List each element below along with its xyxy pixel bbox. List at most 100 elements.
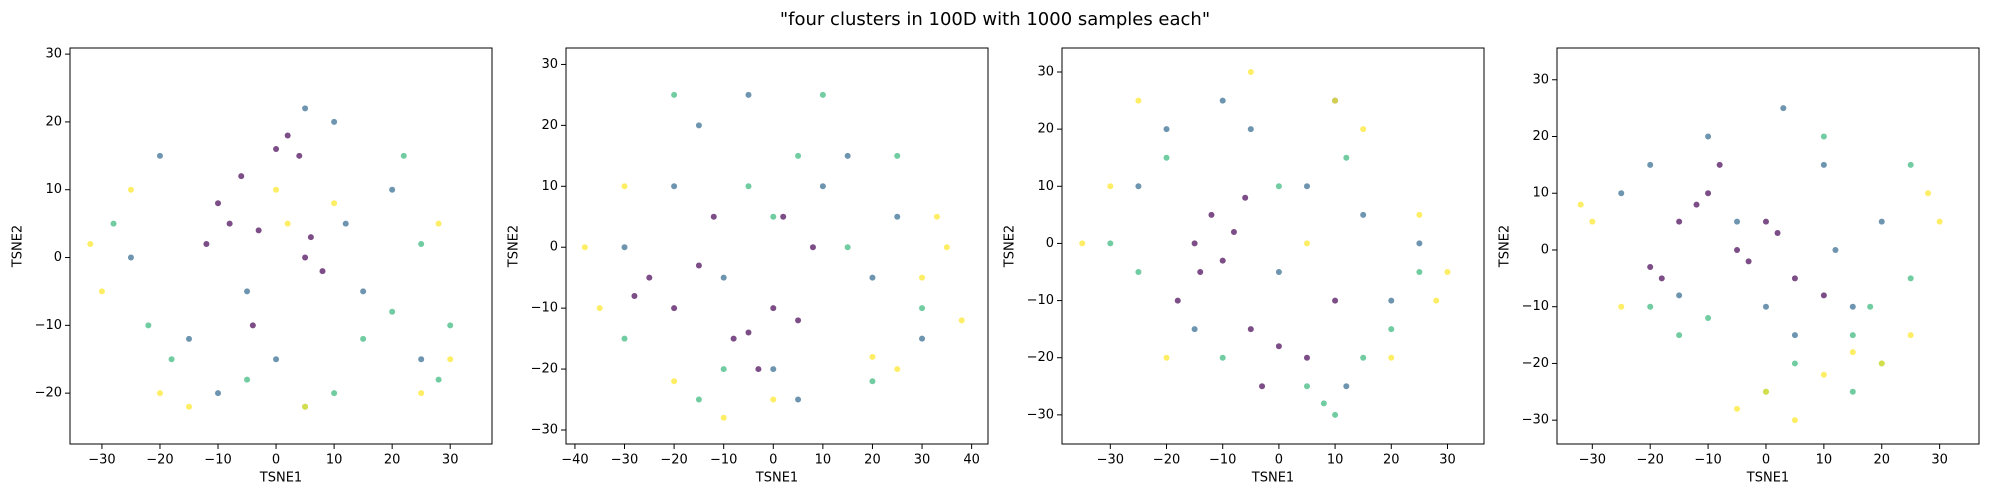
scatter-point [360,288,367,295]
x-axis-label: TSNE1 [755,471,798,486]
scatter-point [1247,69,1254,75]
x-tick-label: 0 [1275,453,1283,468]
scatter-point [331,118,338,125]
x-tick-label: 0 [272,453,280,468]
scatter-point [745,183,752,190]
scatter-point [1936,218,1943,225]
scatter-point [1079,240,1086,247]
scatter-point [418,240,425,247]
scatter-point [919,335,926,342]
scatter-point [1191,326,1198,333]
scatter-point [943,244,950,251]
axes-frame [69,47,493,445]
scatter-point [933,213,940,220]
scatter-point [1135,183,1142,190]
y-tick-label: 20 [541,118,558,133]
scatter-point [671,305,678,312]
scatter-point [1416,269,1423,275]
scatter-point [87,240,94,247]
scatter-point [795,152,802,159]
scatter-point [1849,349,1856,356]
scatter-point [621,335,628,342]
scatter-point [1259,383,1266,390]
x-tick-label: 40 [963,453,980,468]
scatter-point [1820,133,1827,140]
scatter-point [919,305,926,312]
y-axis-label: TSNE2 [507,225,522,268]
scatter-point [226,220,233,227]
y-tick-label: −30 [531,422,558,437]
scatter-point [1647,263,1654,270]
scatter-point [710,213,717,220]
scatter-point [1907,161,1914,168]
scatter-point [1589,218,1596,225]
scatter-point [185,403,192,410]
y-tick-label: −20 [1522,356,1549,371]
y-tick-label: 20 [1037,122,1054,137]
scatter-point [168,356,175,363]
scatter-point [720,366,727,373]
scatter-point [1163,126,1170,133]
scatter-point [1774,229,1781,236]
scatter-point [244,288,251,295]
scatter-point [780,213,787,220]
scatter-point [720,414,727,421]
x-tick-label: −30 [611,453,638,468]
x-tick-label: 30 [1439,453,1456,468]
scatter-point [1388,326,1395,333]
scatter-point [1332,411,1339,418]
scatter-point [215,390,222,397]
scatter-point [389,186,396,193]
axes-frame [565,47,989,445]
scatter-point [1388,354,1395,361]
scatter-point [1762,388,1769,395]
x-tick-label: 10 [1816,453,1833,468]
scatter-point [646,274,653,281]
scatter-point [695,396,702,403]
scatter-point [919,274,926,281]
y-tick-label: 20 [45,114,62,129]
y-tick-label: −30 [1027,407,1054,422]
scatter-point [770,396,777,403]
scatter-point [1658,275,1665,282]
scatter-point [869,353,876,360]
scatter-point [1416,211,1423,218]
axes-frame [1061,47,1485,445]
scatter-point [1878,360,1885,367]
scatter-point [1676,218,1683,225]
scatter-point [1219,257,1226,264]
scatter-point [1693,201,1700,208]
x-tick-label: 10 [326,453,343,468]
scatter-point [1219,354,1226,361]
y-tick-label: 10 [541,179,558,194]
scatter-point [1107,183,1114,190]
scatter-point [302,403,309,410]
scatter-point [1878,218,1885,225]
scatter-point [1647,161,1654,168]
scatter-point [621,244,628,251]
scatter-point [581,244,588,251]
scatter-point [671,183,678,190]
scatter-point [745,91,752,98]
scatter-point [695,122,702,129]
scatter-point [203,240,210,247]
scatter-point [1849,388,1856,395]
scatter-point [720,274,727,281]
scatter-point [770,305,777,312]
y-tick-label: 30 [1532,72,1549,87]
scatter-point [1360,354,1367,361]
scatter-point [418,390,425,397]
scatter-point [1332,97,1339,104]
scatter-point [621,183,628,190]
figure-title: "four clusters in 100D with 1000 samples… [780,9,1210,30]
y-tick-label: −20 [531,362,558,377]
scatter-point [1734,405,1741,412]
x-tick-label: −30 [88,453,115,468]
scatter-point [1275,269,1282,275]
y-tick-label: 30 [45,47,62,62]
x-tick-label: −10 [1209,453,1236,468]
scatter-point [745,329,752,336]
x-tick-label: 10 [1327,453,1344,468]
scatter-point [1762,303,1769,310]
scatter-point [1275,183,1282,190]
